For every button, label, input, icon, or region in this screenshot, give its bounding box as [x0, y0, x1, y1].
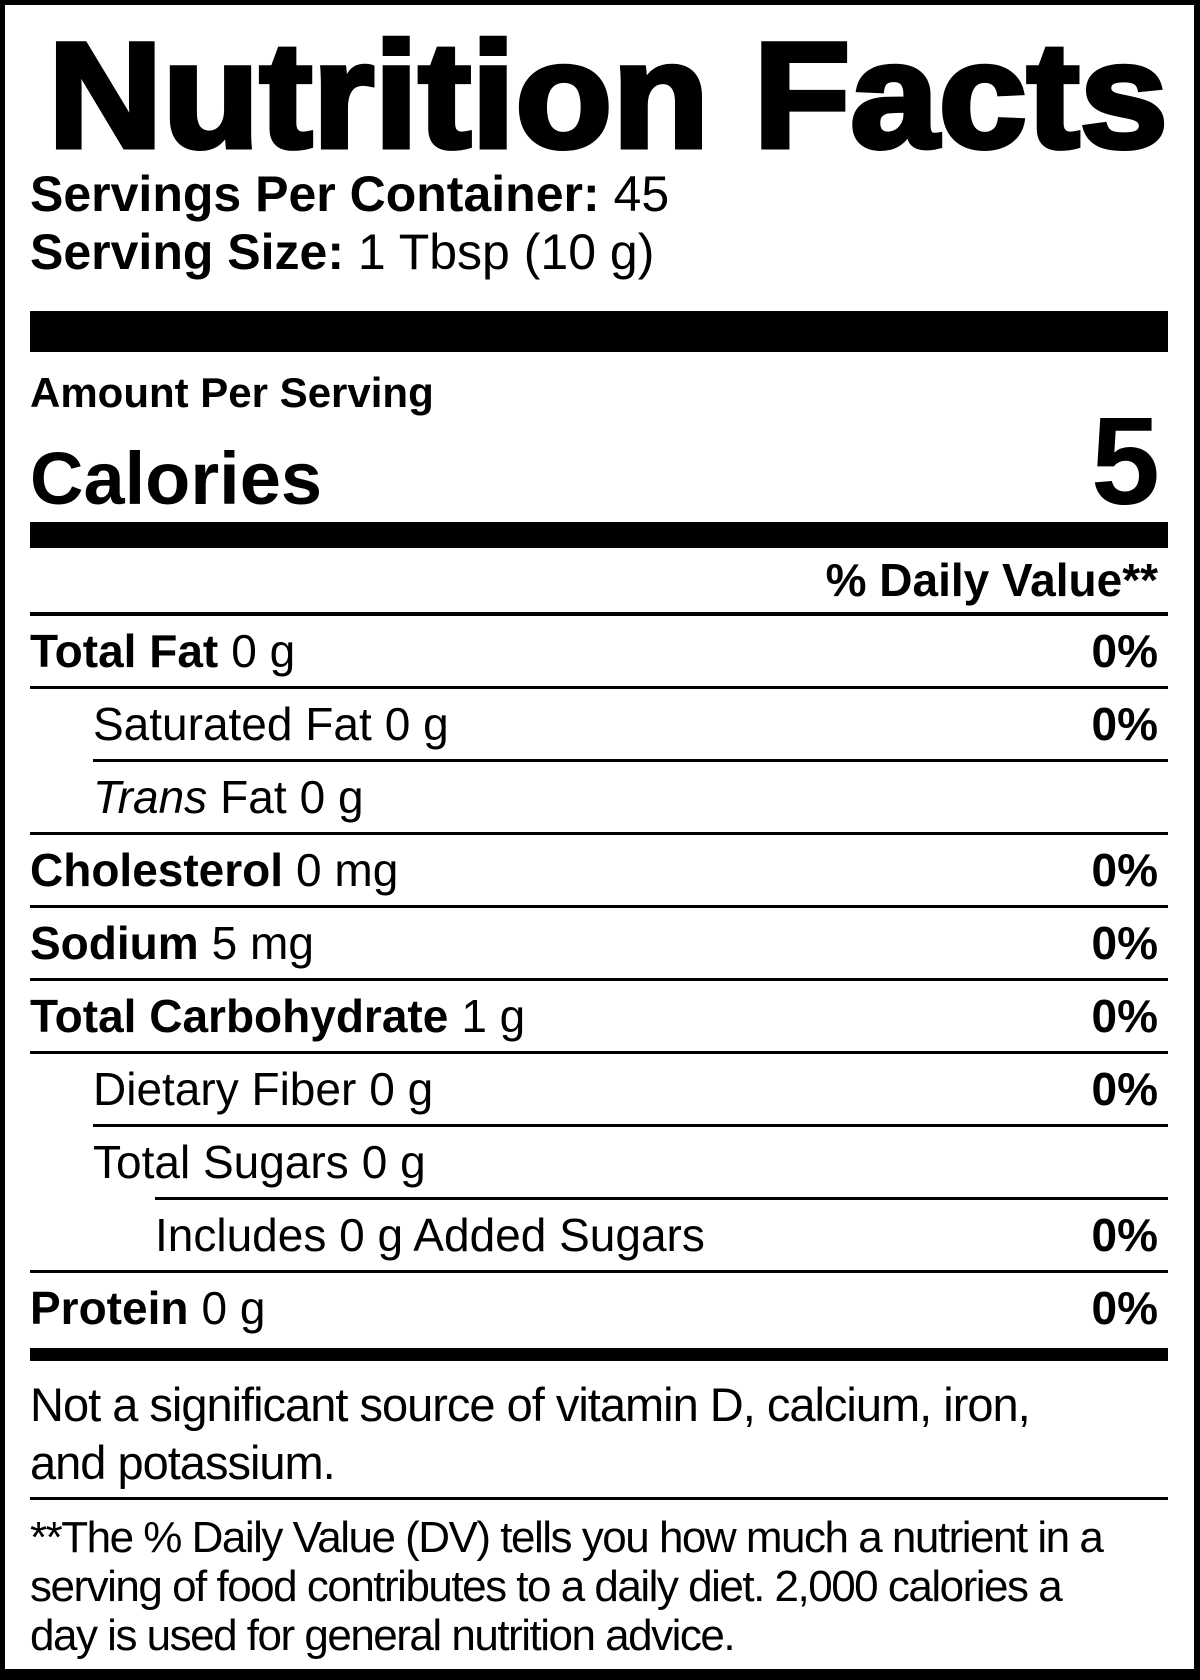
nutrient-amount: 0 g — [369, 1063, 434, 1115]
nutrient-row-sodium: Sodium 5 mg 0% — [30, 908, 1168, 978]
nutrient-row-added-sugars: Includes 0 g Added Sugars 0% — [30, 1200, 1168, 1270]
separator — [30, 1051, 1168, 1054]
footnote-line: serving of food contributes to a daily d… — [30, 1562, 1063, 1611]
nutrient-daily-value: 0% — [1091, 625, 1158, 677]
footnote-line: **The % Daily Value (DV) tells you how m… — [30, 1513, 1104, 1562]
nutrient-name: Fat — [220, 771, 287, 823]
nutrient-name: Protein — [30, 1282, 189, 1334]
nutrient-daily-value: 0% — [1091, 698, 1158, 750]
nutrient-daily-value: 0% — [1091, 1063, 1158, 1115]
thick-divider-bar-top — [30, 311, 1168, 352]
nutrient-row-protein: Protein 0 g 0% — [30, 1273, 1168, 1343]
amount-per-serving-label: Amount Per Serving — [30, 369, 434, 416]
nutrient-name: Total Sugars — [93, 1136, 349, 1188]
nutrient-row-total-sugars: Total Sugars 0 g — [30, 1127, 1168, 1197]
nutrient-name: Saturated Fat — [93, 698, 372, 750]
daily-value-footnote: **The % Daily Value (DV) tells you how m… — [30, 1513, 1168, 1660]
nutrient-name-italic: Trans — [93, 771, 208, 823]
nutrition-facts-title: Nutrition Facts — [46, 35, 1169, 155]
separator-indented — [155, 1197, 1168, 1200]
daily-value-header: % Daily Value** — [825, 554, 1158, 606]
nutrient-daily-value: 0% — [1091, 990, 1158, 1042]
nutrient-row-total-carbohydrate: Total Carbohydrate 1 g 0% — [30, 981, 1168, 1051]
nutrient-daily-value: 0% — [1091, 917, 1158, 969]
calories-label: Calories — [30, 437, 323, 520]
serving-size-label: Serving Size: — [30, 224, 344, 280]
serving-size-value: 1 Tbsp (10 g) — [357, 224, 655, 280]
title-text: Nutrition Facts — [48, 35, 1168, 155]
serving-size: Serving Size: 1 Tbsp (10 g) — [30, 223, 1168, 281]
separator — [30, 905, 1168, 908]
nutrient-row-total-fat: Total Fat 0 g 0% — [30, 616, 1168, 686]
nutrient-amount: 5 mg — [211, 917, 314, 969]
nutrient-row-trans-fat: Trans Fat 0 g — [30, 762, 1168, 832]
nutrient-row-saturated-fat: Saturated Fat 0 g 0% — [30, 689, 1168, 759]
thick-divider-bar-calories — [30, 522, 1168, 548]
servings-per-container-value: 45 — [613, 166, 670, 222]
disclaimer-line: Not a significant source of vitamin D, c… — [30, 1378, 1031, 1431]
separator — [30, 978, 1168, 981]
servings-per-container-label: Servings Per Container: — [30, 166, 600, 222]
nutrient-daily-value: 0% — [1091, 844, 1158, 896]
separator — [30, 686, 1168, 689]
disclaimer: Not a significant source of vitamin D, c… — [30, 1376, 1168, 1492]
separator-indented — [93, 759, 1168, 762]
nutrient-name: Dietary Fiber — [93, 1063, 357, 1115]
nutrient-row-dietary-fiber: Dietary Fiber 0 g 0% — [30, 1054, 1168, 1124]
nutrient-name: Cholesterol — [30, 844, 284, 896]
nutrient-amount: 0 g — [384, 698, 449, 750]
nutrient-amount: 0 g — [299, 771, 364, 823]
nutrient-amount: 0 g — [361, 1136, 426, 1188]
separator — [30, 832, 1168, 835]
disclaimer-line: and potassium. — [30, 1436, 336, 1489]
calories-row: Calories 5 — [30, 393, 1168, 531]
servings-per-container: Servings Per Container: 45 — [30, 165, 1168, 223]
nutrient-row-cholesterol: Cholesterol 0 mg 0% — [30, 835, 1168, 905]
separator — [30, 1270, 1168, 1273]
footnote-line: day is used for general nutrition advice… — [30, 1611, 736, 1660]
nutrient-amount: 0 g — [201, 1282, 266, 1334]
separator — [30, 1497, 1168, 1500]
nutrient-daily-value: 0% — [1091, 1209, 1158, 1261]
nutrient-name: Total Fat — [30, 625, 219, 677]
nutrient-amount: 0 mg — [296, 844, 399, 896]
nutrient-name: Total Carbohydrate — [30, 990, 449, 1042]
separator — [30, 612, 1168, 616]
calories-value: 5 — [1091, 393, 1160, 531]
nutrient-name: Sodium — [30, 917, 199, 969]
nutrient-amount: 1 g — [461, 990, 526, 1042]
nutrient-amount: 0 g — [231, 625, 296, 677]
thick-divider-bar-bottom — [30, 1348, 1168, 1361]
serving-info: Servings Per Container: 45 Serving Size:… — [30, 165, 1168, 281]
nutrient-daily-value: 0% — [1091, 1282, 1158, 1334]
separator-indented — [93, 1124, 1168, 1127]
nutrient-name: Includes 0 g Added Sugars — [155, 1209, 705, 1261]
